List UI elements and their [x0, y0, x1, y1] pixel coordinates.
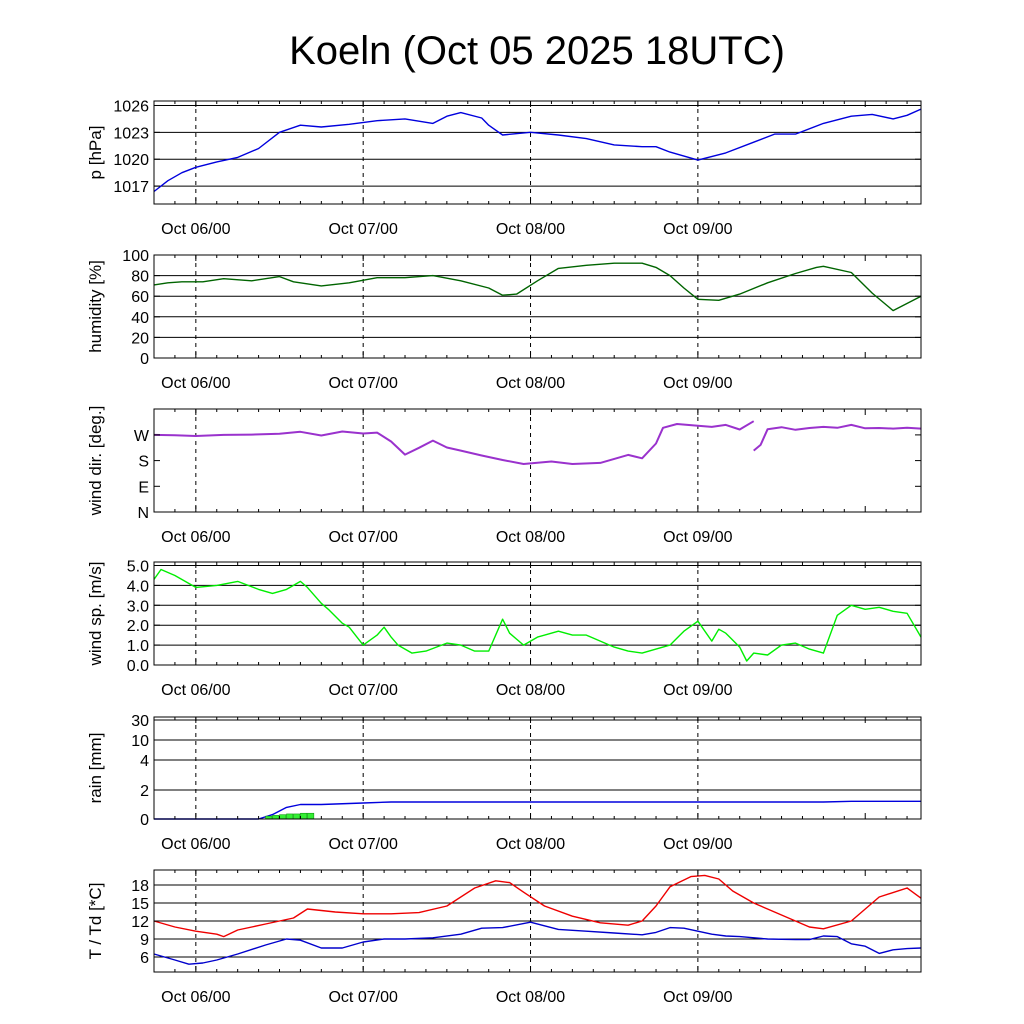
- x-tick-label: Oct 09/00: [663, 682, 732, 699]
- y-axis-label: wind dir. [deg.]: [86, 406, 105, 517]
- y-tick-label: 10: [131, 733, 149, 750]
- x-tick-label: Oct 06/00: [161, 221, 230, 238]
- y-tick-label: 1026: [113, 98, 149, 115]
- series-line: [753, 423, 922, 452]
- y-tick-label: 80: [131, 269, 149, 286]
- y-tick-label: 5.0: [127, 559, 149, 576]
- series-line: [153, 108, 922, 193]
- y-tick-label: 100: [122, 248, 149, 265]
- y-tick-label: 1023: [113, 125, 149, 142]
- accumulated-series-line: [154, 800, 921, 820]
- x-tick-label: Oct 07/00: [328, 221, 397, 238]
- y-tick-label: 1.0: [127, 638, 149, 655]
- y-tick-label: 20: [131, 330, 149, 347]
- panel-1: 1026 1023 1020 1017 p [hPa] Oct 06/00 Oct 07/0…: [86, 98, 922, 238]
- t-series-line: [153, 874, 922, 938]
- y-axis-label: wind sp. [m/s]: [86, 562, 105, 667]
- x-tick-label: Oct 09/00: [663, 529, 732, 546]
- x-tick-label: Oct 09/00: [663, 989, 732, 1006]
- plot-frame: [153, 408, 922, 513]
- y-tick-label: 2: [140, 783, 149, 800]
- y-tick-label: N: [137, 505, 149, 522]
- x-tick-label: Oct 08/00: [496, 375, 565, 392]
- panel-5: 30 10 4 2 0 rain [mm] Oct 06/00 Oct 07/00 Oct 08…: [86, 713, 922, 853]
- x-tick-label: Oct 06/00: [161, 375, 230, 392]
- y-axis-label: humidity [%]: [86, 260, 105, 353]
- x-tick-label: Oct 06/00: [161, 529, 230, 546]
- rain-bar: [272, 815, 280, 820]
- y-tick-label: S: [138, 454, 149, 471]
- rain-bar: [293, 813, 301, 820]
- x-tick-label: Oct 09/00: [663, 375, 732, 392]
- y-tick-label: 1020: [113, 152, 149, 169]
- y-tick-label: 2.0: [127, 618, 149, 635]
- rain-bar: [307, 812, 315, 820]
- plot-frame: [153, 716, 922, 820]
- x-tick-label: Oct 07/00: [328, 375, 397, 392]
- rain-bar: [279, 814, 287, 820]
- x-tick-label: Oct 08/00: [496, 682, 565, 699]
- x-tick-label: Oct 06/00: [161, 836, 230, 853]
- x-tick-label: Oct 06/00: [161, 989, 230, 1006]
- y-tick-label: 40: [131, 310, 149, 327]
- x-tick-label: Oct 07/00: [328, 529, 397, 546]
- y-tick-label: 15: [131, 896, 149, 913]
- y-tick-label: 60: [131, 289, 149, 306]
- plot-frame: [153, 561, 922, 666]
- y-tick-label: 0.0: [127, 658, 149, 675]
- x-tick-label: Oct 07/00: [328, 682, 397, 699]
- y-axis-label: T / Td [*C]: [86, 883, 105, 960]
- x-tick-label: Oct 08/00: [496, 221, 565, 238]
- y-axis-label: p [hPa]: [86, 126, 105, 180]
- x-tick-label: Oct 07/00: [328, 989, 397, 1006]
- y-tick-label: 0: [140, 351, 149, 368]
- y-tick-label: 1017: [113, 179, 149, 196]
- y-tick-label: 3.0: [127, 598, 149, 615]
- plot-frame: [153, 254, 922, 359]
- y-tick-label: 0: [140, 812, 149, 829]
- y-tick-label: W: [134, 428, 150, 445]
- panel-2: 100 80 60 40 20 0 humidity [%] Oct 06/00 Oct 07/…: [86, 248, 922, 392]
- y-tick-label: 30: [131, 713, 149, 730]
- panel-4: 5.0 4.0 3.0 2.0 1.0 0.0 wind sp. [m/s] Oct 06/0…: [86, 559, 922, 699]
- x-tick-label: Oct 09/00: [663, 221, 732, 238]
- y-tick-label: 4.0: [127, 578, 149, 595]
- x-tick-label: Oct 09/00: [663, 836, 732, 853]
- rain-bar: [286, 813, 294, 820]
- y-tick-label: 12: [131, 914, 149, 931]
- x-tick-label: Oct 08/00: [496, 529, 565, 546]
- series-line: [153, 420, 755, 465]
- x-tick-label: Oct 06/00: [161, 682, 230, 699]
- y-axis-label: rain [mm]: [86, 733, 105, 804]
- td-series-line: [153, 921, 922, 965]
- x-tick-label: Oct 08/00: [496, 836, 565, 853]
- y-tick-label: 6: [140, 950, 149, 967]
- y-tick-label: E: [138, 479, 149, 496]
- x-tick-label: Oct 07/00: [328, 836, 397, 853]
- series-line: [153, 568, 922, 662]
- y-tick-label: 9: [140, 932, 149, 949]
- y-tick-label: 4: [140, 753, 149, 770]
- rain-bar: [300, 812, 308, 820]
- series-line: [153, 262, 922, 312]
- plot-frame: [153, 100, 922, 205]
- x-tick-label: Oct 08/00: [496, 989, 565, 1006]
- chart-title: Koeln (Oct 05 2025 18UTC): [289, 29, 785, 73]
- y-tick-label: 18: [131, 878, 149, 895]
